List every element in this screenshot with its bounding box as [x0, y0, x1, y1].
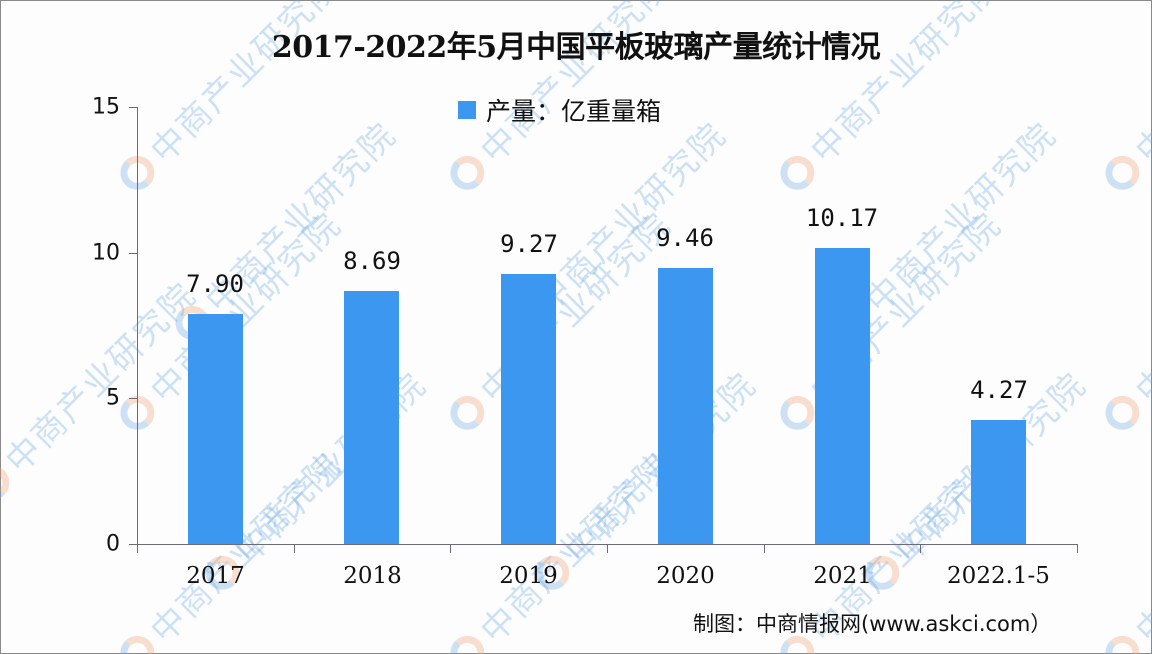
x-category-label: 2018 [343, 563, 402, 589]
y-axis-line [137, 107, 138, 553]
bar-2017 [188, 314, 243, 544]
y-tick-label: 15 [92, 94, 120, 120]
bar-value-label: 9.46 [656, 224, 714, 252]
x-category-label: 2021 [813, 563, 872, 589]
bar-value-label: 10.17 [805, 204, 879, 232]
x-tick [294, 544, 295, 553]
legend-swatch [458, 101, 476, 119]
bar-value-label: 9.27 [500, 230, 558, 258]
bar-value-label: 8.69 [343, 247, 401, 275]
bar-2020 [658, 268, 713, 544]
x-tick [1077, 544, 1078, 553]
bar-value-label: 4.27 [970, 376, 1028, 404]
y-tick [129, 544, 137, 545]
y-tick-label: 5 [106, 385, 120, 411]
x-tick [450, 544, 451, 553]
x-tick [764, 544, 765, 553]
bar-2019 [501, 274, 556, 544]
bar-2021 [815, 248, 870, 544]
y-tick [129, 252, 137, 254]
x-tick [137, 544, 138, 553]
x-tick [607, 544, 608, 553]
y-tick-label: 10 [92, 240, 120, 266]
y-tick-label: 0 [106, 531, 120, 557]
x-category-label: 2019 [499, 563, 558, 589]
bar-2022.1-5 [971, 420, 1026, 544]
source-credit: 制图：中商情报网(www.askci.com） [693, 612, 1052, 636]
x-category-label: 2017 [186, 563, 245, 589]
y-tick [129, 107, 137, 108]
legend: 产量：亿重量箱 [458, 92, 661, 128]
x-tick [920, 544, 921, 553]
bar-value-label: 7.90 [186, 270, 244, 298]
legend-label: 产量：亿重量箱 [486, 97, 662, 126]
x-category-label: 2020 [656, 563, 715, 589]
bar-2018 [344, 291, 399, 544]
x-category-label: 2022.1-5 [947, 563, 1050, 589]
y-tick [129, 398, 137, 400]
chart-title: 2017-2022年5月中国平板玻璃产量统计情况 [271, 30, 881, 65]
